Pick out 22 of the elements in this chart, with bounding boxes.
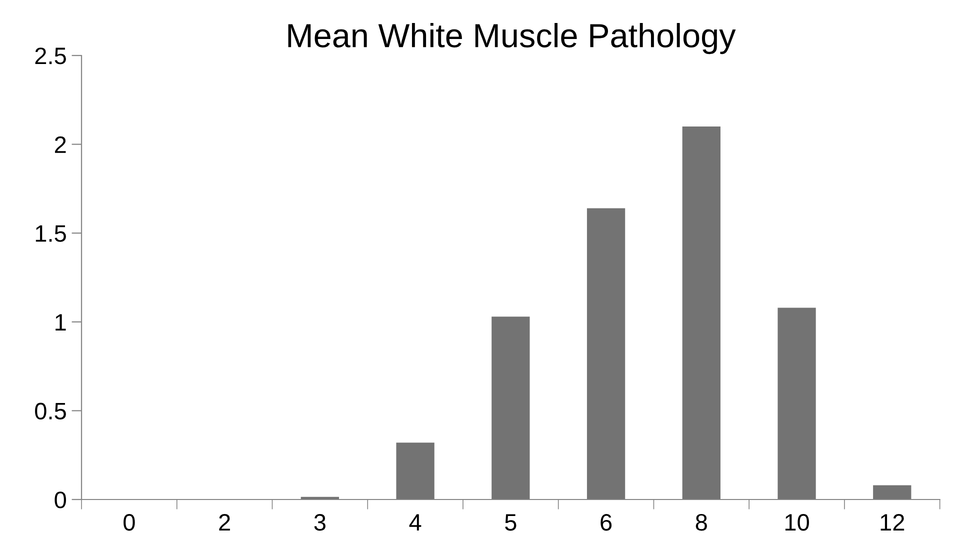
x-tick-label: 12 [880,514,904,530]
x-tick-label: 2 [219,514,230,530]
y-tick-label: 1.5 [36,225,66,242]
bar [586,208,626,500]
bar [492,316,530,500]
bar [873,485,912,500]
bar [682,126,720,500]
y-tick-label: 2.5 [35,48,66,64]
x-tick-label: 4 [409,514,422,530]
x-tick-label: 0 [124,514,135,531]
x-tick-label: 10 [785,514,809,531]
x-tick-label: 6 [600,514,612,531]
bar [778,308,816,500]
y-tick-label: 1 [56,314,66,330]
x-tick-label: 3 [314,514,326,531]
y-tick-label: 0 [54,492,66,508]
y-tick-label: 2 [54,136,66,153]
bar [396,442,434,500]
x-tick-label: 5 [505,514,516,531]
y-tick-label: 0.5 [35,402,66,420]
x-tick-label: 8 [696,514,707,531]
chart-title: Mean White Muscle Pathology [288,23,736,54]
